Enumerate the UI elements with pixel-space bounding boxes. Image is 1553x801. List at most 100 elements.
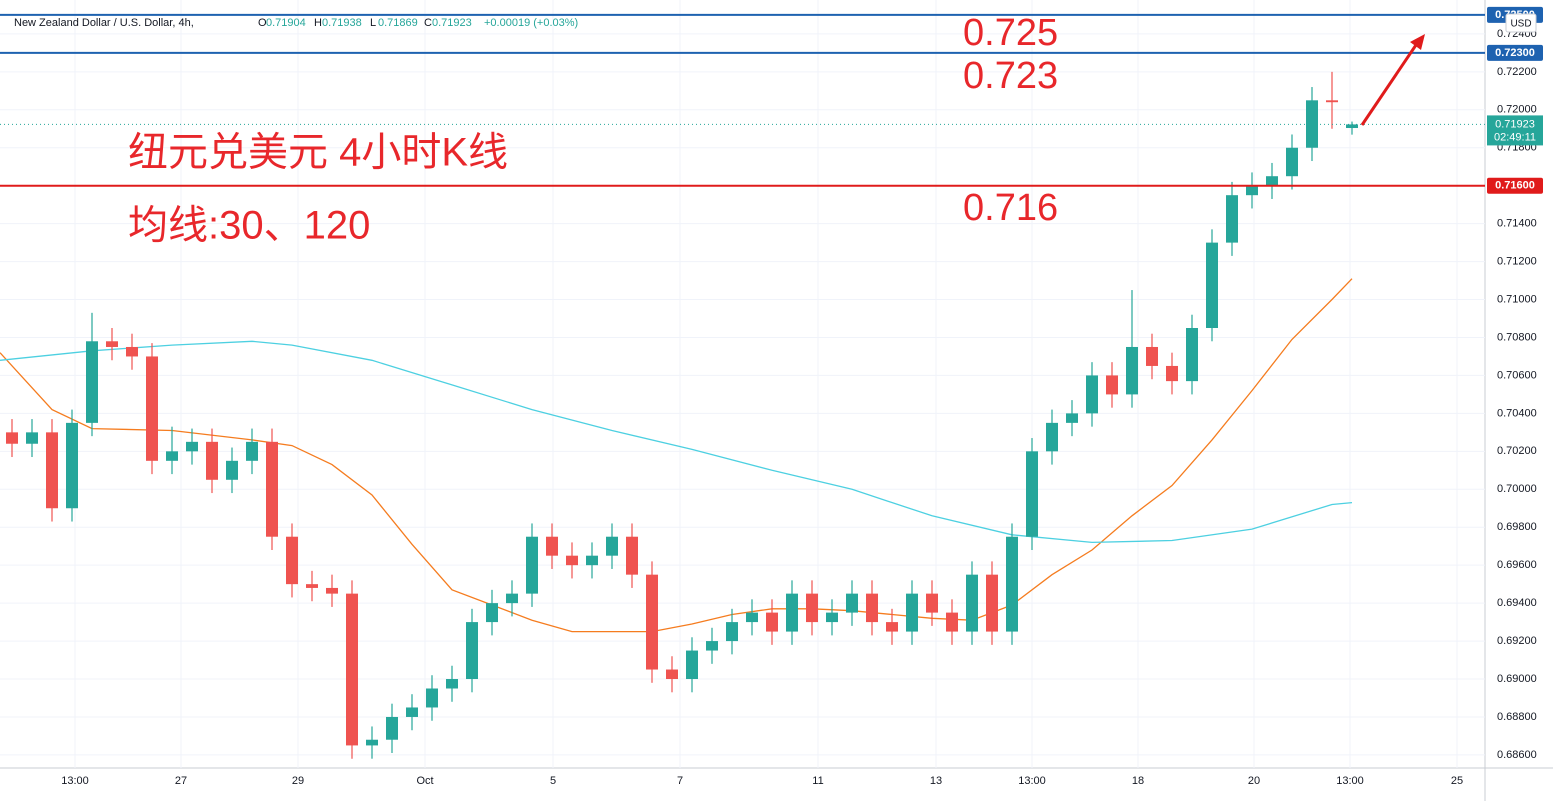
last-price-tag <box>1487 115 1543 146</box>
level-tag-text: 0.71600 <box>1495 180 1535 192</box>
candle-body <box>1106 375 1118 395</box>
candle-body <box>306 584 318 588</box>
candle-body <box>546 536 558 556</box>
ohlc-label: C <box>424 17 432 29</box>
y-tick-label: 0.71400 <box>1497 218 1537 230</box>
y-tick-label: 0.68800 <box>1497 711 1537 723</box>
x-tick-label: Oct <box>416 775 433 787</box>
candle-body <box>46 432 58 509</box>
x-tick-label: 20 <box>1248 775 1260 787</box>
y-tick-label: 0.69800 <box>1497 521 1537 533</box>
candle-body <box>766 612 778 632</box>
x-tick-label: 18 <box>1132 775 1144 787</box>
candle-body <box>946 612 958 632</box>
candle-body <box>826 612 838 623</box>
x-tick-label: 29 <box>292 775 304 787</box>
ohlc-label: L <box>370 17 376 29</box>
candle-body <box>986 574 998 632</box>
candle-body <box>6 432 18 444</box>
currency: USD <box>1510 19 1531 30</box>
candle-body <box>66 422 78 509</box>
candle-body <box>246 441 258 461</box>
candle-body <box>226 460 238 480</box>
candle-body <box>86 341 98 423</box>
candle-body <box>666 669 678 680</box>
symbol: New Zealand Dollar / U.S. Dollar, 4h, <box>14 17 194 29</box>
x-tick-label: 13 <box>930 775 942 787</box>
candle-body <box>966 574 978 632</box>
x-tick-label: 7 <box>677 775 683 787</box>
last-price-text: 0.71923 <box>1495 118 1535 130</box>
annotation: 纽元兑美元 4小时K线 <box>128 131 508 175</box>
candle-body <box>626 536 638 575</box>
candle-body <box>1146 346 1158 366</box>
y-tick-label: 0.71200 <box>1497 255 1537 267</box>
candle-body <box>1326 100 1338 103</box>
level-tag <box>1487 44 1543 61</box>
candle-body <box>726 622 738 642</box>
candle-body <box>746 612 758 623</box>
candle-body <box>206 441 218 480</box>
level-label: 0.723 <box>963 55 1058 97</box>
ohlc-label: H <box>314 17 322 29</box>
y-tick-label: 0.70000 <box>1497 483 1537 495</box>
candle-body <box>266 441 278 537</box>
candle-body <box>1166 365 1178 382</box>
candle-body <box>1066 413 1078 423</box>
candle-body <box>1186 327 1198 382</box>
ohlc-label: O <box>258 17 267 29</box>
candle-body <box>786 593 798 632</box>
x-tick-label: 25 <box>1451 775 1463 787</box>
candle-body <box>1006 536 1018 632</box>
annotation: 均线:30、120 <box>128 204 370 248</box>
ohlc-value: 0.71869 <box>378 17 418 29</box>
y-tick-label: 0.69400 <box>1497 597 1537 609</box>
candle-body <box>1266 176 1278 186</box>
ohlc-value: 0.71923 <box>432 17 472 29</box>
change: +0.00019 (+0.03%) <box>484 17 578 29</box>
y-tick-label: 0.72000 <box>1497 104 1537 116</box>
candle-body <box>606 536 618 556</box>
candle-body <box>166 451 178 461</box>
x-tick-label: 27 <box>175 775 187 787</box>
candle-body <box>806 593 818 623</box>
candle-body <box>1206 242 1218 328</box>
candle-body <box>466 622 478 680</box>
candle-body <box>286 536 298 585</box>
candle-body <box>406 707 418 717</box>
candle-body <box>566 555 578 566</box>
candle-body <box>1286 147 1298 177</box>
ohlc-value: 0.71938 <box>322 17 362 29</box>
x-tick-label: 13:00 <box>1336 775 1364 787</box>
level-tag <box>1487 177 1543 194</box>
level-label: 0.716 <box>963 187 1058 229</box>
candle-body <box>646 574 658 670</box>
candle-body <box>1226 195 1238 243</box>
y-tick-label: 0.69600 <box>1497 559 1537 571</box>
candle-body <box>706 641 718 651</box>
candle-body <box>126 346 138 357</box>
candle-body <box>446 679 458 689</box>
candle-body <box>326 587 338 594</box>
candle-body <box>366 739 378 746</box>
y-tick-label: 0.71000 <box>1497 293 1537 305</box>
candle-body <box>186 441 198 452</box>
y-tick-label: 0.72200 <box>1497 66 1537 78</box>
level-label: 0.725 <box>963 12 1058 54</box>
candle-body <box>146 356 158 461</box>
y-tick-label: 0.68600 <box>1497 749 1537 761</box>
x-tick-label: 13:00 <box>61 775 89 787</box>
x-tick-label: 11 <box>812 775 823 787</box>
candle-body <box>506 593 518 604</box>
y-tick-label: 0.70400 <box>1497 407 1537 419</box>
y-tick-label: 0.69000 <box>1497 673 1537 685</box>
candle-body <box>1246 185 1258 196</box>
candle-body <box>886 622 898 632</box>
candle-body <box>386 716 398 740</box>
candle-body <box>1346 124 1358 129</box>
y-tick-label: 0.70600 <box>1497 369 1537 381</box>
candle-body <box>426 688 438 708</box>
candle-body <box>586 555 598 566</box>
